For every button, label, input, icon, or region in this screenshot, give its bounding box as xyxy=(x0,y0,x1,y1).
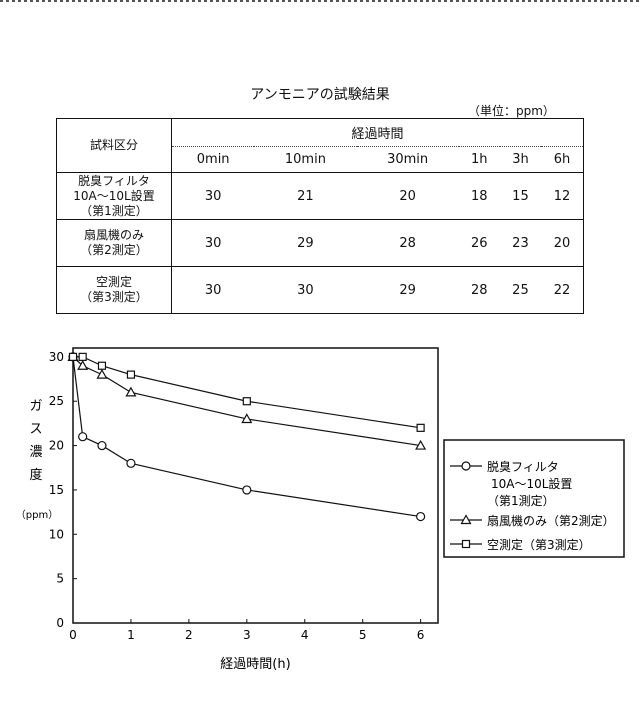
y-axis-label-char: 度 xyxy=(29,467,42,483)
y-tick-label: 15 xyxy=(49,483,64,497)
legend-label-1: 脱臭フィルタ xyxy=(487,459,559,474)
y-tick-label: 0 xyxy=(56,616,64,630)
data-point-series-3 xyxy=(79,353,86,360)
x-tick-label: 5 xyxy=(359,628,367,642)
table-cell: 30 xyxy=(172,173,255,220)
plot-frame xyxy=(73,348,438,623)
table-cell: 25 xyxy=(500,267,541,314)
data-point-series-1 xyxy=(243,486,251,494)
column-header: 1h xyxy=(459,147,500,173)
table-row: 空測定 （第3測定） 30 30 29 28 25 22 xyxy=(57,267,584,314)
legend-label-3: 空測定（第3測定） xyxy=(487,537,591,552)
table-cell: 28 xyxy=(357,220,459,267)
gas-concentration-chart: 0 5 10 15 20 25 30 0 1 2 3 4 5 6 経過時間(h) ガス濃度 （ppm） 脱臭フィル… xyxy=(0,340,640,716)
y-tick-label: 30 xyxy=(49,350,64,364)
table-cell: 29 xyxy=(254,220,356,267)
data-point-series-3 xyxy=(243,398,250,405)
results-table: 試料区分 経過時間 0min 10min 30min 1h 3h 6h 脱臭フィ… xyxy=(56,118,584,314)
column-header: 6h xyxy=(541,147,583,173)
y-axis-unit: （ppm） xyxy=(16,509,58,521)
x-tick-label: 4 xyxy=(301,628,309,642)
data-point-series-1 xyxy=(127,459,135,467)
table-cell: 30 xyxy=(172,220,255,267)
column-header: 30min xyxy=(357,147,459,173)
table-cell: 23 xyxy=(500,220,541,267)
data-point-series-1 xyxy=(98,442,106,450)
y-axis-label-char: 濃 xyxy=(29,445,42,460)
x-tick-label: 3 xyxy=(243,628,251,642)
row-label: 脱臭フィルタ 10A～10L設置 （第1測定） xyxy=(57,173,172,220)
column-header: 10min xyxy=(254,147,356,173)
legend-label-2: 扇風機のみ（第2測定） xyxy=(487,513,615,528)
legend-label-1: 10A～10L設置 xyxy=(491,476,572,491)
row-label: 扇風機のみ （第2測定） xyxy=(57,220,172,267)
legend-marker-3 xyxy=(463,541,470,548)
table-cell: 22 xyxy=(541,267,583,314)
table-title: アンモニアの試験結果 xyxy=(0,84,640,104)
elapsed-time-header: 経過時間 xyxy=(172,119,584,147)
y-tick-label: 5 xyxy=(56,572,64,586)
legend-label-1: （第1測定） xyxy=(487,493,555,508)
table-cell: 18 xyxy=(459,173,500,220)
table-cell: 30 xyxy=(172,267,255,314)
unit-note: （単位：ppm） xyxy=(468,102,555,119)
data-point-series-1 xyxy=(417,513,425,521)
y-tick-label: 25 xyxy=(49,394,64,408)
x-axis-label: 経過時間(h) xyxy=(220,657,290,672)
data-point-series-3 xyxy=(417,424,424,431)
data-point-series-3 xyxy=(98,362,105,369)
column-header: 3h xyxy=(500,147,541,173)
data-point-series-2 xyxy=(126,388,135,396)
legend-marker-1 xyxy=(462,462,470,470)
data-point-series-1 xyxy=(79,433,87,441)
y-axis-label-char: ガ xyxy=(29,399,42,414)
x-tick-label: 2 xyxy=(185,628,193,642)
table-cell: 28 xyxy=(459,267,500,314)
top-dashed-rule xyxy=(0,0,640,2)
category-header: 試料区分 xyxy=(57,119,172,173)
table-cell: 15 xyxy=(500,173,541,220)
x-tick-label: 0 xyxy=(69,628,77,642)
table-cell: 26 xyxy=(459,220,500,267)
table-cell: 12 xyxy=(541,173,583,220)
table-cell: 21 xyxy=(254,173,356,220)
y-tick-label: 20 xyxy=(49,439,64,453)
table-row: 脱臭フィルタ 10A～10L設置 （第1測定） 30 21 20 18 15 1… xyxy=(57,173,584,220)
table-cell: 29 xyxy=(357,267,459,314)
data-point-series-3 xyxy=(70,353,77,360)
table-cell: 20 xyxy=(541,220,583,267)
x-tick-label: 6 xyxy=(417,628,425,642)
y-axis-label-char: ス xyxy=(29,422,42,437)
table-cell: 30 xyxy=(254,267,356,314)
data-point-series-2 xyxy=(97,370,106,378)
x-tick-label: 1 xyxy=(127,628,135,642)
column-header: 0min xyxy=(172,147,255,173)
table-row: 扇風機のみ （第2測定） 30 29 28 26 23 20 xyxy=(57,220,584,267)
y-tick-label: 10 xyxy=(49,527,64,541)
data-point-series-3 xyxy=(127,371,134,378)
row-label: 空測定 （第3測定） xyxy=(57,267,172,314)
table-cell: 20 xyxy=(357,173,459,220)
